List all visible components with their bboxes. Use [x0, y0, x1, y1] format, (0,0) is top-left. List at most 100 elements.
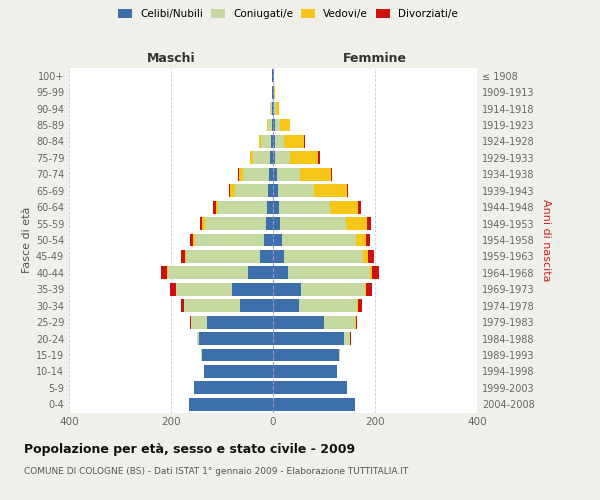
Bar [216, 200, 218, 213]
Bar [356, 316, 357, 328]
Bar [278, 184, 314, 197]
Bar [271, 102, 272, 115]
Bar [358, 200, 361, 213]
Bar [356, 234, 367, 246]
Bar [273, 398, 355, 410]
Bar [280, 118, 290, 132]
Bar [330, 200, 358, 213]
Bar [301, 283, 365, 296]
Bar [190, 316, 191, 328]
Bar [357, 300, 358, 312]
Bar [244, 168, 269, 180]
Bar [268, 184, 273, 197]
Text: Femmine: Femmine [343, 52, 407, 65]
Bar [230, 184, 235, 197]
Bar [273, 348, 340, 362]
Bar [218, 200, 267, 213]
Bar [191, 316, 206, 328]
Text: COMUNE DI COLOGNE (BS) - Dati ISTAT 1° gennaio 2009 - Elaborazione TUTTITALIA.IT: COMUNE DI COLOGNE (BS) - Dati ISTAT 1° g… [24, 468, 408, 476]
Bar [273, 234, 282, 246]
Bar [206, 316, 273, 328]
Bar [169, 266, 248, 280]
Bar [176, 283, 232, 296]
Bar [181, 300, 184, 312]
Bar [282, 234, 356, 246]
Bar [273, 135, 275, 148]
Bar [190, 234, 193, 246]
Bar [269, 168, 273, 180]
Bar [261, 135, 271, 148]
Bar [267, 200, 273, 213]
Bar [199, 332, 273, 345]
Bar [202, 217, 205, 230]
Text: Popolazione per età, sesso e stato civile - 2009: Popolazione per età, sesso e stato civil… [24, 442, 355, 456]
Bar [299, 300, 357, 312]
Bar [189, 398, 273, 410]
Bar [355, 316, 356, 328]
Legend: Celibi/Nubili, Coniugati/e, Vedovi/e, Divorziati/e: Celibi/Nubili, Coniugati/e, Vedovi/e, Di… [114, 5, 462, 24]
Bar [347, 184, 349, 197]
Y-axis label: Anni di nascita: Anni di nascita [541, 198, 551, 281]
Bar [319, 152, 320, 164]
Bar [367, 217, 371, 230]
Bar [204, 365, 273, 378]
Bar [271, 152, 273, 164]
Bar [232, 283, 273, 296]
Bar [373, 266, 379, 280]
Bar [167, 266, 169, 280]
Bar [195, 234, 264, 246]
Bar [271, 135, 273, 148]
Bar [344, 332, 349, 345]
Bar [273, 168, 277, 180]
Bar [290, 152, 319, 164]
Bar [273, 316, 324, 328]
Bar [273, 184, 278, 197]
Bar [273, 332, 344, 345]
Bar [368, 250, 374, 263]
Bar [349, 332, 350, 345]
Bar [185, 250, 187, 263]
Bar [259, 135, 261, 148]
Bar [273, 266, 289, 280]
Bar [284, 135, 304, 148]
Bar [187, 250, 260, 263]
Bar [276, 102, 278, 115]
Bar [284, 250, 363, 263]
Bar [260, 250, 273, 263]
Bar [275, 135, 284, 148]
Bar [184, 300, 240, 312]
Bar [275, 118, 280, 132]
Bar [367, 234, 370, 246]
Bar [274, 102, 276, 115]
Bar [214, 200, 216, 213]
Bar [250, 152, 253, 164]
Bar [161, 266, 167, 280]
Bar [193, 234, 195, 246]
Bar [273, 382, 347, 394]
Bar [358, 300, 362, 312]
Bar [279, 200, 330, 213]
Bar [365, 283, 366, 296]
Bar [275, 152, 290, 164]
Bar [363, 250, 368, 263]
Bar [238, 168, 239, 180]
Bar [273, 250, 284, 263]
Bar [370, 266, 373, 280]
Bar [170, 283, 176, 296]
Bar [273, 200, 279, 213]
Bar [266, 217, 273, 230]
Bar [202, 348, 273, 362]
Bar [273, 283, 301, 296]
Bar [273, 152, 275, 164]
Bar [272, 118, 273, 132]
Bar [205, 217, 266, 230]
Bar [272, 102, 273, 115]
Bar [181, 250, 185, 263]
Bar [314, 184, 347, 197]
Bar [239, 168, 244, 180]
Bar [268, 118, 272, 132]
Bar [274, 86, 275, 98]
Bar [280, 217, 346, 230]
Bar [277, 168, 300, 180]
Bar [304, 135, 305, 148]
